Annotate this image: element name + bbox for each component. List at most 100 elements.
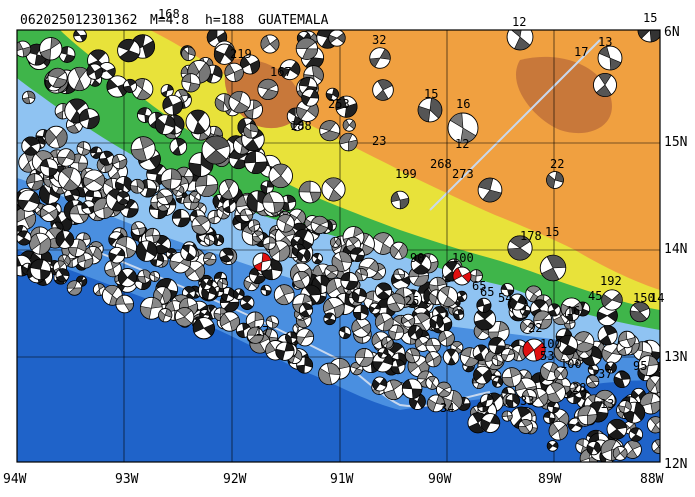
focal-mechanism [577,405,598,426]
focal-mechanism [243,123,259,139]
focal-mechanism [203,252,217,266]
focal-mechanism [546,440,559,452]
focal-mechanism [329,236,341,248]
focal-mechanism [194,173,219,198]
focal-mechanism [477,177,503,203]
focal-mechanism [381,336,394,349]
focal-mechanism [39,158,59,177]
focal-mechanism [279,59,301,81]
focal-mechanism [339,132,358,152]
focal-mechanism [21,136,41,156]
focal-mechanism [557,334,578,356]
depth-label: 12 [512,15,526,29]
focal-mechanism [318,362,341,386]
focal-mechanism [233,288,245,300]
lat-tick-14n: 14N [664,242,687,257]
focal-mechanism [618,330,636,349]
focal-mechanism [273,284,295,306]
focal-mechanism [429,315,444,330]
depth-label: 65 [480,285,494,299]
focal-mechanism [268,163,293,189]
focal-mechanism [369,47,391,69]
focal-mechanism [275,341,295,361]
depth-label: 167 [270,65,292,79]
focal-mechanism [162,94,183,116]
focal-mechanism [323,312,337,326]
focal-mechanism [606,418,628,440]
focal-mechanism [235,322,252,338]
focal-mechanism [629,301,651,323]
focal-mechanism [350,247,365,263]
focal-mechanism [587,364,599,376]
focal-mechanism [149,270,161,282]
depth-label: 16 [566,304,580,318]
focal-mechanism [139,296,163,320]
focal-mechanism [585,374,600,389]
focal-mechanism [520,318,535,334]
lon-tick-94w: 94W [3,472,27,487]
focal-mechanism [437,286,459,307]
focal-mechanism [613,371,631,388]
lon-tick-93w: 93W [115,472,139,487]
depth-label: 13 [600,397,614,411]
depth-label: 15 [545,225,559,239]
focal-mechanism [319,120,341,142]
depth-labels-layer: 168 12 15 219 32 13 17 167 253 15 16 188 23 12 22 199 26… [158,7,664,415]
focal-mechanism [218,179,240,200]
depth-label: 23 [372,134,386,148]
focal-mechanism [219,247,234,263]
lat-tick-13n: 13N [664,350,687,365]
focal-mechanism [438,330,455,347]
focal-mechanism [154,114,176,135]
depth-label: 53 [540,349,554,363]
focal-mechanism [257,78,279,100]
lon-tick-89w: 89W [538,472,562,487]
focal-mechanism [295,37,319,60]
focal-mechanism [501,410,513,422]
focal-mechanism [160,168,182,190]
focal-mechanism [646,375,660,394]
focal-mechanism [407,325,423,340]
focal-mechanism [435,381,452,398]
focal-mechanism [345,236,361,253]
focal-mechanism [39,37,63,61]
depth-label: 150 [633,291,655,305]
focal-mechanism [298,180,322,204]
focal-mechanism [554,366,568,381]
lat-tick-15n: 15N [664,135,687,150]
focal-mechanism [117,268,138,288]
depth-label: 33 [520,394,534,408]
focal-mechanism [180,244,197,261]
depth-label: 65 [472,279,486,293]
focal-mechanism [442,348,460,366]
focal-mechanism [299,303,314,318]
focal-mechanism [372,79,394,101]
focal-mechanism [637,355,659,377]
depth-label: 178 [520,229,542,243]
focal-mechanism [335,95,358,118]
focal-mechanism [401,313,416,328]
focal-mechanism [618,400,632,414]
focal-mechanism [354,348,374,368]
focal-mechanism [262,191,285,214]
focal-mechanism [564,306,580,322]
focal-mechanism [410,254,432,275]
focal-mechanism [251,230,264,243]
focal-mechanism [29,232,52,255]
focal-mechanism [131,221,146,236]
focal-mechanism [604,361,617,374]
focal-mechanism [593,73,617,97]
focal-mechanism [601,289,623,311]
focal-mechanism [342,118,356,132]
focal-mechanism [228,90,251,114]
depth-label: 13 [598,35,612,49]
focal-mechanism [260,284,272,296]
focal-mechanism [260,34,280,54]
focal-mechanism [55,230,75,249]
focal-mechanism [386,293,406,313]
focal-mechanism [244,150,268,174]
depth-label: 188 [290,119,312,133]
focal-mechanism [338,326,352,339]
focal-mechanism [239,208,254,222]
focal-mechanism [185,109,211,135]
